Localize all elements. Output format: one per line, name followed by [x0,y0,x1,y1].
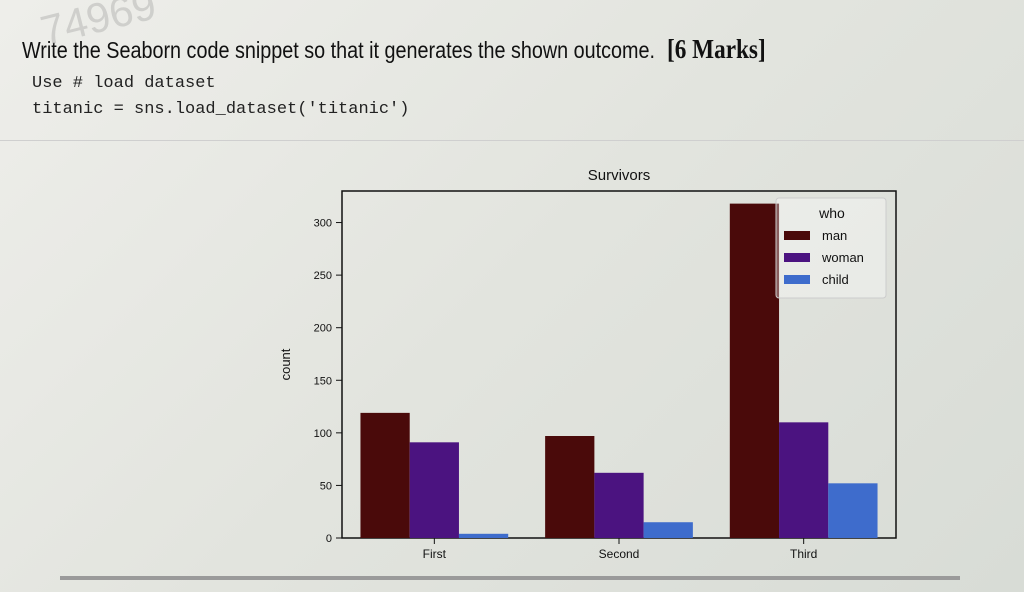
y-tick-label: 300 [314,218,332,230]
bar-child-second [643,522,693,538]
bar-woman-second [594,472,644,538]
legend-swatch-man [784,231,810,240]
legend-label-woman: woman [821,250,864,265]
y-tick-label: 200 [314,323,332,335]
question-prompt: Write the Seaborn code snippet so that i… [22,37,655,63]
scrollbar[interactable] [60,576,960,580]
legend-label-child: child [822,272,849,287]
bar-woman-first [409,442,459,538]
bar-man-second [545,436,595,538]
x-tick-label: First [423,547,447,561]
bar-man-third [729,203,780,539]
y-tick-label: 250 [314,270,332,282]
x-tick-label: Second [599,547,640,561]
legend-label-man: man [822,228,847,243]
legend-swatch-child [784,275,810,284]
chart-title: Survivors [588,167,651,184]
code-line-2: titanic = sns.load_dataset('titanic') [32,100,410,119]
legend-swatch-woman [784,253,810,262]
y-tick-label: 50 [320,480,332,492]
legend-box [775,197,887,299]
bar-woman-third [779,422,829,538]
marks-label: [6 Marks] [667,34,766,64]
y-tick-label: 100 [314,428,332,440]
y-tick-label: 150 [314,375,332,387]
question-text: Write the Seaborn code snippet so that i… [22,34,766,65]
code-line-1: Use # load dataset [32,74,216,93]
bar-child-third [828,483,878,538]
y-tick-label: 0 [326,533,332,545]
y-axis-label: count [278,348,293,380]
bar-man-first [360,412,410,538]
bar-child-first [458,533,509,538]
x-tick-label: Third [790,547,817,561]
legend-title: who [818,205,845,221]
divider [0,140,1024,141]
